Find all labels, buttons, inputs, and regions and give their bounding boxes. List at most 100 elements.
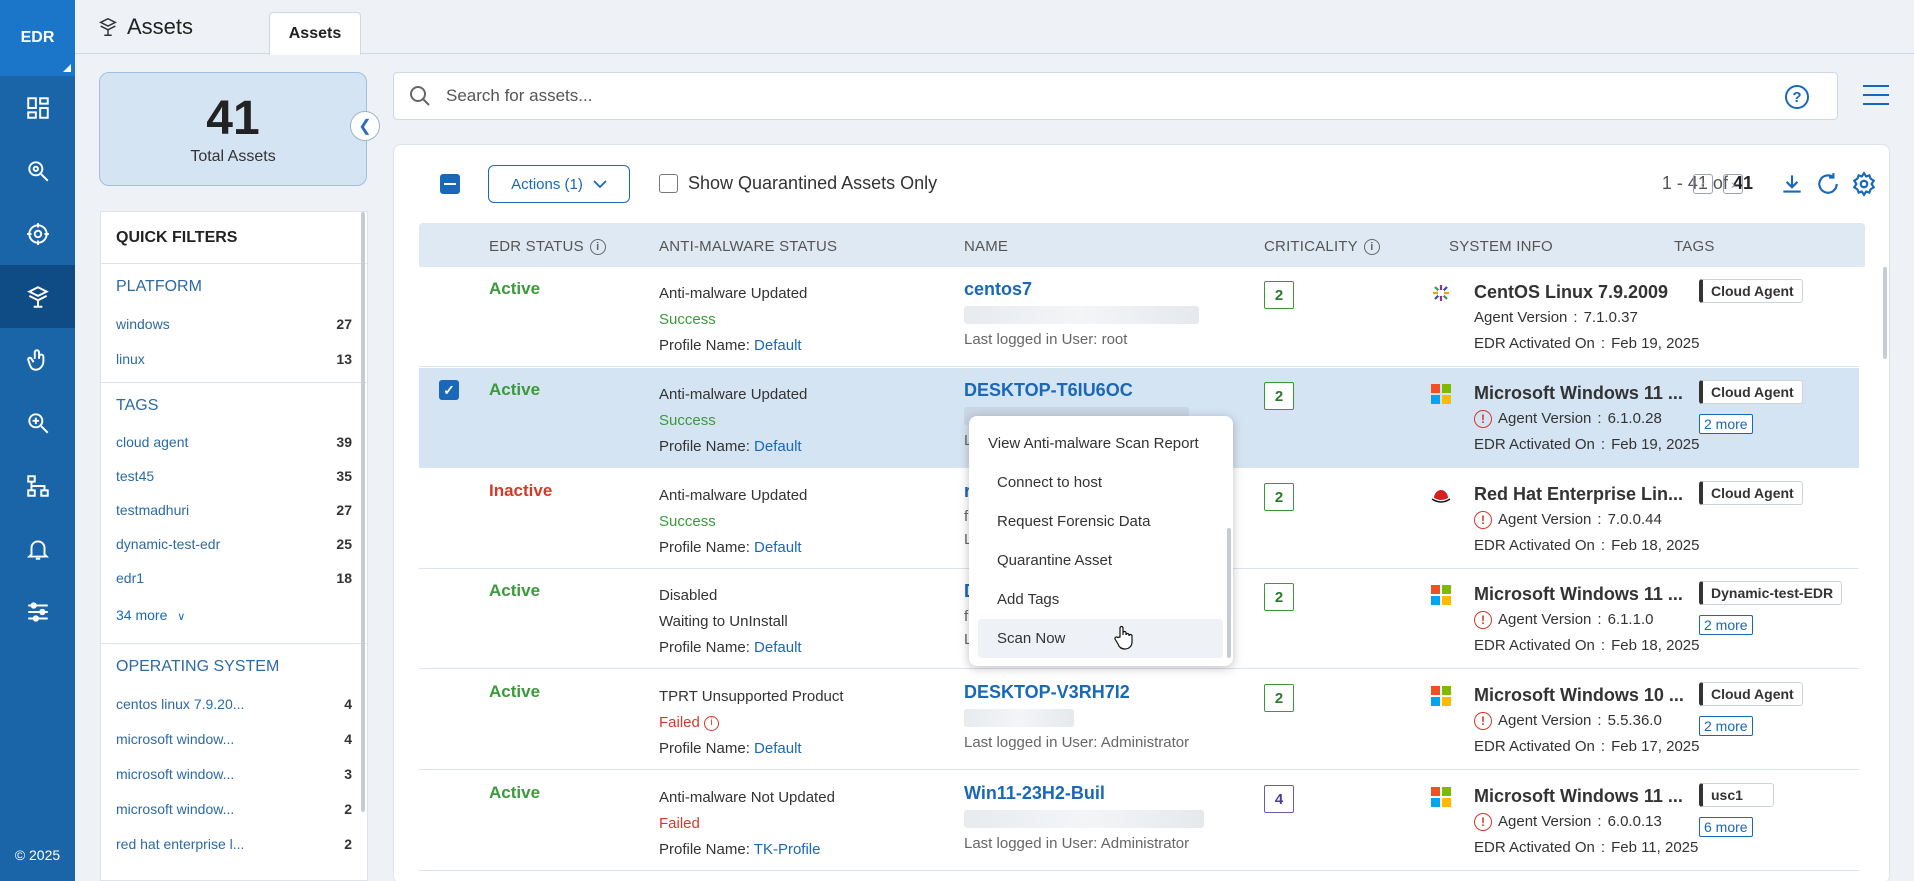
menu-item-quarantine-asset[interactable]: Quarantine Asset: [997, 552, 1113, 569]
profile-link[interactable]: Default: [754, 639, 802, 656]
tag-chip[interactable]: usc1: [1699, 783, 1774, 807]
download-icon[interactable]: [1779, 171, 1805, 197]
nav-hunting[interactable]: [0, 139, 75, 202]
warning-icon[interactable]: !: [1474, 813, 1492, 831]
menu-item-scan-now[interactable]: Scan Now: [978, 619, 1223, 658]
nav-settings[interactable]: [0, 580, 75, 643]
filter-item[interactable]: microsoft window... 3: [116, 756, 352, 791]
filter-item[interactable]: linux 13: [116, 341, 352, 376]
more-tags-link[interactable]: 6 more: [1699, 817, 1753, 837]
nav-investigate[interactable]: [0, 391, 75, 454]
app-logo[interactable]: EDR: [0, 0, 75, 76]
gear-icon[interactable]: [1851, 171, 1877, 197]
nav-policy[interactable]: [0, 454, 75, 517]
quarantine-filter[interactable]: Show Quarantined Assets Only: [659, 173, 937, 194]
help-icon[interactable]: ?: [1785, 85, 1809, 109]
profile-link[interactable]: Default: [754, 337, 802, 354]
filter-item[interactable]: edr1 18: [116, 561, 352, 595]
system-info: Red Hat Enterprise Lin... ! Agent Version…: [1474, 481, 1699, 559]
quick-filters-title: QUICK FILTERS: [101, 212, 367, 264]
table-row[interactable]: Active Anti-malware Updated Success Prof…: [419, 267, 1859, 367]
select-all-checkbox[interactable]: [440, 174, 460, 194]
col-edr-status[interactable]: EDR STATUS i: [489, 238, 606, 255]
filter-item[interactable]: windows 27: [116, 306, 352, 341]
warning-icon[interactable]: !: [1474, 410, 1492, 428]
warning-icon[interactable]: !: [1474, 611, 1492, 629]
info-icon[interactable]: i: [1363, 238, 1380, 255]
table-scrollbar[interactable]: [1883, 267, 1887, 359]
refresh-icon[interactable]: [1815, 171, 1841, 197]
show-more-tags-link[interactable]: 34 more ∨: [116, 595, 352, 637]
table-row[interactable]: Active Anti-malware Not Updated Failed P…: [419, 771, 1859, 871]
actions-dropdown-button[interactable]: Actions (1): [488, 165, 630, 203]
hamburger-menu-icon[interactable]: [1863, 85, 1889, 105]
search-input[interactable]: [446, 86, 1746, 106]
menu-item-connect-to-host[interactable]: Connect to host: [997, 474, 1103, 491]
asset-name-link[interactable]: DESKTOP-V3RH7I2: [964, 682, 1130, 702]
asset-name-link[interactable]: DESKTOP-T6IU6OC: [964, 380, 1133, 400]
tags-cell: usc1 6 more: [1699, 783, 1774, 837]
col-name[interactable]: NAME: [964, 238, 1008, 255]
col-tags[interactable]: TAGS: [1674, 238, 1715, 255]
nav-alerts[interactable]: [0, 517, 75, 580]
asset-name-link[interactable]: Win11-23H2-Buil: [964, 783, 1105, 803]
nav-threat[interactable]: [0, 202, 75, 265]
filter-item[interactable]: test45 35: [116, 459, 352, 493]
profile-link[interactable]: Default: [754, 438, 802, 455]
filter-item[interactable]: testmadhuri 27: [116, 493, 352, 527]
menu-item-request-forensic-data[interactable]: Request Forensic Data: [997, 513, 1151, 530]
table-row[interactable]: Active Disabled Waiting to UnInstall Pro…: [419, 569, 1859, 669]
last-user-value: Administrator: [1100, 835, 1190, 852]
prev-page-button[interactable]: ‹: [1693, 174, 1713, 194]
next-page-button[interactable]: ›: [1723, 174, 1743, 194]
nav-assets[interactable]: [0, 265, 75, 328]
filter-item[interactable]: microsoft window... 4: [116, 721, 352, 756]
row-checkbox[interactable]: ✓: [439, 380, 459, 400]
asset-name-link[interactable]: centos7: [964, 279, 1033, 299]
nav-dashboard[interactable]: [0, 76, 75, 139]
col-criticality[interactable]: CRITICALITY i: [1264, 238, 1380, 255]
menu-scrollbar[interactable]: [1227, 528, 1231, 658]
filter-item[interactable]: red hat enterprise l... 2: [116, 826, 352, 861]
filter-item[interactable]: microsoft window... 2: [116, 791, 352, 826]
tag-chip[interactable]: Cloud Agent: [1699, 481, 1803, 505]
warning-icon[interactable]: !: [1474, 712, 1492, 730]
tab-assets[interactable]: Assets: [269, 12, 361, 55]
tag-chip[interactable]: Dynamic-test-EDR: [1699, 581, 1843, 605]
more-tags-link[interactable]: 2 more: [1699, 414, 1753, 434]
filter-item[interactable]: centos linux 7.9.20... 4: [116, 686, 352, 721]
filter-item[interactable]: dynamic-test-edr 25: [116, 527, 352, 561]
profile-link[interactable]: Default: [754, 539, 802, 556]
nav-response[interactable]: [0, 328, 75, 391]
agent-version: 6.1.0.28: [1607, 410, 1662, 427]
col-system-info[interactable]: SYSTEM INFO: [1449, 238, 1553, 255]
filters-scrollbar[interactable]: [361, 212, 365, 812]
chevron-down-icon: [593, 180, 607, 189]
col-anti-malware[interactable]: ANTI-MALWARE STATUS: [659, 238, 837, 255]
tag-chip[interactable]: Cloud Agent: [1699, 682, 1803, 706]
tag-chip[interactable]: Cloud Agent: [1699, 380, 1803, 404]
asset-name-link[interactable]: r: [964, 481, 972, 501]
filter-item[interactable]: cloud agent 39: [116, 425, 352, 459]
profile-link[interactable]: TK-Profile: [753, 841, 821, 858]
chevron-left-icon: ❮: [358, 118, 372, 135]
am-state: Disabled: [659, 587, 718, 604]
info-icon[interactable]: i: [704, 715, 720, 731]
tag-chip[interactable]: Cloud Agent: [1699, 279, 1803, 303]
quarantine-checkbox[interactable]: [659, 174, 678, 193]
activated-label: EDR Activated On: [1474, 637, 1595, 654]
activated-date: Feb 19, 2025: [1611, 436, 1700, 453]
anti-malware-status: Disabled Waiting to UnInstall Profile Na…: [659, 583, 802, 661]
table-row[interactable]: Active TPRT Unsupported Product Failed i…: [419, 670, 1859, 770]
info-icon[interactable]: i: [589, 238, 606, 255]
more-tags-link[interactable]: 2 more: [1699, 716, 1753, 736]
warning-icon[interactable]: !: [1474, 511, 1492, 529]
edr-status: Active: [489, 783, 541, 802]
filter-section-title: OPERATING SYSTEM: [116, 658, 280, 675]
criticality-badge: 2: [1264, 684, 1294, 712]
menu-item-add-tags[interactable]: Add Tags: [997, 591, 1060, 608]
more-tags-link[interactable]: 2 more: [1699, 615, 1753, 635]
collapse-panel-button[interactable]: ❮: [350, 111, 380, 141]
menu-item-view-scan-report[interactable]: View Anti-malware Scan Report: [988, 435, 1199, 452]
profile-link[interactable]: Default: [754, 740, 802, 757]
